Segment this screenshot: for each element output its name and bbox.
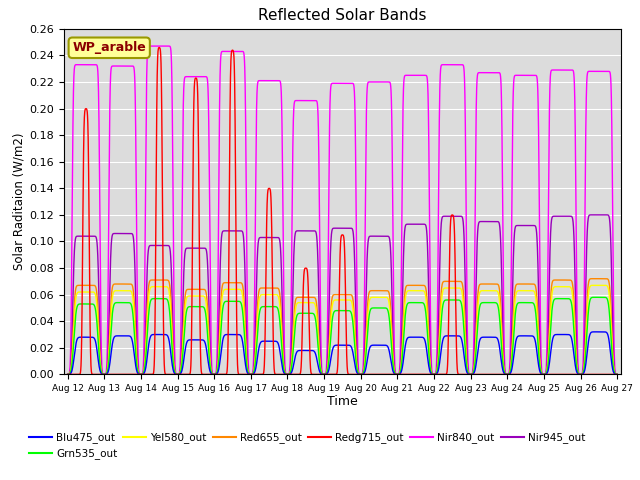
Nir945_out: [175, 371, 183, 377]
Nir840_out: [611, 369, 619, 375]
Redg715_out: [181, 372, 189, 377]
Yel580_out: [613, 372, 621, 377]
Redg715_out: [269, 345, 277, 351]
Grn535_out: [175, 371, 183, 377]
Nir840_out: [181, 74, 189, 80]
Nir945_out: [64, 372, 72, 377]
Nir840_out: [419, 72, 426, 78]
Blu475_out: [175, 372, 183, 377]
Blu475_out: [611, 372, 619, 377]
Nir945_out: [497, 229, 504, 235]
Red655_out: [595, 276, 602, 282]
Red655_out: [181, 293, 189, 299]
Yel580_out: [611, 371, 619, 376]
Line: Blu475_out: Blu475_out: [68, 332, 617, 374]
Nir840_out: [64, 372, 72, 377]
Line: Red655_out: Red655_out: [68, 279, 617, 374]
Blu475_out: [497, 349, 504, 355]
Redg715_out: [611, 372, 619, 377]
Nir840_out: [175, 369, 183, 375]
Nir840_out: [613, 372, 621, 377]
Grn535_out: [419, 300, 426, 306]
Yel580_out: [64, 372, 72, 377]
Legend: Blu475_out, Grn535_out, Yel580_out, Red655_out, Redg715_out, Nir840_out, Nir945_: Blu475_out, Grn535_out, Yel580_out, Red6…: [25, 428, 589, 463]
Blu475_out: [64, 372, 72, 377]
Title: Reflected Solar Bands: Reflected Solar Bands: [258, 9, 427, 24]
Grn535_out: [613, 372, 621, 377]
Blu475_out: [269, 338, 277, 344]
Yel580_out: [595, 282, 603, 288]
Yel580_out: [175, 371, 183, 377]
Grn535_out: [595, 294, 603, 300]
Line: Yel580_out: Yel580_out: [68, 285, 617, 374]
X-axis label: Time: Time: [327, 395, 358, 408]
Red655_out: [613, 372, 621, 377]
Line: Nir840_out: Nir840_out: [68, 46, 617, 374]
Yel580_out: [419, 288, 426, 294]
Blu475_out: [595, 329, 603, 335]
Nir945_out: [611, 371, 619, 376]
Nir840_out: [150, 43, 157, 49]
Red655_out: [269, 285, 277, 291]
Nir945_out: [181, 249, 189, 254]
Nir945_out: [613, 372, 621, 377]
Yel580_out: [269, 292, 277, 298]
Grn535_out: [181, 319, 189, 324]
Nir945_out: [419, 221, 426, 227]
Nir840_out: [269, 78, 277, 84]
Yel580_out: [181, 304, 189, 310]
Red655_out: [64, 372, 72, 377]
Redg715_out: [613, 372, 621, 377]
Redg715_out: [419, 372, 426, 377]
Redg715_out: [175, 372, 183, 377]
Blu475_out: [613, 372, 621, 377]
Text: WP_arable: WP_arable: [72, 41, 146, 54]
Grn535_out: [497, 323, 504, 329]
Nir945_out: [269, 235, 277, 240]
Line: Grn535_out: Grn535_out: [68, 297, 617, 374]
Line: Redg715_out: Redg715_out: [68, 48, 617, 374]
Nir840_out: [497, 72, 504, 77]
Grn535_out: [269, 304, 277, 310]
Red655_out: [497, 294, 504, 300]
Blu475_out: [419, 335, 426, 340]
Y-axis label: Solar Raditaion (W/m2): Solar Raditaion (W/m2): [12, 133, 25, 270]
Redg715_out: [497, 372, 504, 377]
Line: Nir945_out: Nir945_out: [68, 215, 617, 374]
Redg715_out: [64, 372, 72, 377]
Redg715_out: [156, 45, 163, 50]
Red655_out: [419, 282, 426, 288]
Grn535_out: [64, 372, 72, 377]
Nir945_out: [593, 212, 600, 218]
Blu475_out: [181, 347, 189, 353]
Red655_out: [611, 371, 619, 377]
Red655_out: [175, 371, 183, 377]
Grn535_out: [611, 371, 619, 377]
Yel580_out: [497, 308, 504, 313]
